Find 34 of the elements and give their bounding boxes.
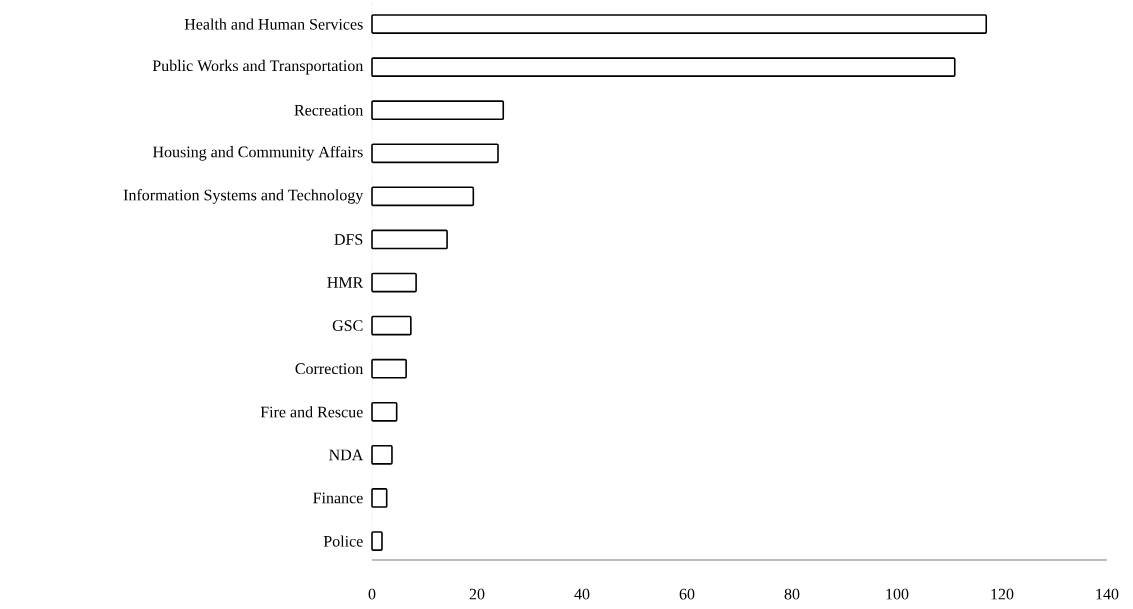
bar — [371, 315, 412, 336]
y-tick-label: NDA — [329, 449, 364, 461]
bar — [371, 57, 956, 77]
bar — [371, 100, 505, 121]
bar — [371, 401, 398, 422]
y-tick-label: Police — [323, 535, 363, 547]
x-tick-label: 0 — [368, 588, 376, 600]
x-tick-label: 120 — [991, 588, 1014, 600]
x-tick-label: 40 — [574, 588, 590, 600]
bar — [371, 445, 393, 465]
y-tick-label: Health and Human Services — [184, 18, 363, 30]
x-tick-label: 140 — [1096, 588, 1119, 600]
bar — [371, 272, 417, 293]
y-tick-label: Recreation — [294, 104, 364, 116]
y-tick-label: Public Works and Transportation — [152, 59, 364, 75]
y-tick-label: Correction — [295, 363, 364, 375]
x-tick-label: 60 — [679, 588, 695, 600]
y-tick-label: Information Systems and Technology — [123, 189, 364, 204]
y-tick-label: HMR — [327, 277, 364, 288]
x-tick-label: 100 — [886, 588, 909, 600]
bar — [371, 531, 383, 551]
bar — [371, 229, 448, 250]
bar — [371, 358, 407, 379]
y-tick-label: Fire and Rescue — [260, 406, 363, 418]
bar — [371, 143, 499, 164]
y-tick-label: DFS — [334, 234, 363, 245]
bar — [371, 488, 388, 508]
x-tick-label: 80 — [784, 588, 800, 600]
y-tick-label: GSC — [332, 320, 363, 331]
x-tick-label: 20 — [469, 588, 485, 600]
y-tick-label: Finance — [313, 492, 363, 504]
bar — [371, 186, 475, 207]
bar — [371, 14, 988, 34]
y-tick-label: Housing and Community Affairs — [152, 145, 363, 161]
